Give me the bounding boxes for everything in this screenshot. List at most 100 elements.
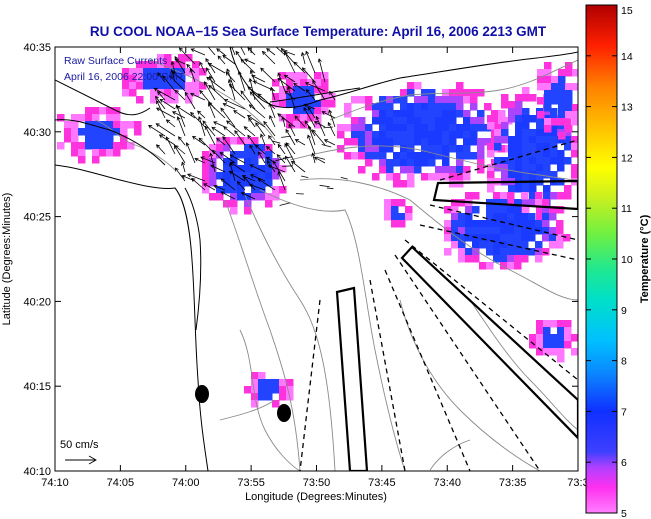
sst-cell — [514, 234, 522, 242]
sst-cell — [543, 150, 551, 158]
sst-cell — [550, 150, 558, 158]
sst-cell — [407, 89, 415, 97]
sst-cell — [522, 199, 530, 207]
sst-cell — [64, 135, 72, 143]
sst-cell — [265, 393, 273, 401]
sst-cell — [544, 125, 552, 133]
sst-cell — [522, 136, 530, 144]
sst-cell — [202, 186, 210, 194]
current-vector — [226, 68, 236, 92]
sst-cell — [379, 131, 387, 139]
legend-line1: Raw Surface Currents — [64, 55, 167, 67]
sst-cell — [578, 150, 586, 158]
sst-cell — [451, 241, 459, 249]
sst-cell — [272, 193, 280, 201]
sst-cell — [465, 234, 473, 242]
lane-dash — [384, 269, 471, 471]
current-vector — [313, 156, 326, 164]
sst-cell — [209, 144, 217, 152]
current-vector — [228, 170, 246, 182]
sst-cell — [202, 158, 210, 166]
current-vector — [293, 83, 306, 92]
sst-cell — [428, 138, 436, 146]
sst-cell — [251, 137, 259, 145]
sst-cell — [558, 118, 566, 126]
sst-cell — [223, 165, 231, 173]
sst-cell — [92, 114, 100, 122]
sst-cell — [279, 100, 287, 108]
zone-east-box — [432, 179, 578, 211]
sst-cell — [470, 138, 478, 146]
sst-cell — [491, 110, 499, 118]
legend-line2: April 16, 2006 22:00 GMT — [64, 71, 185, 83]
sst-cell — [244, 158, 252, 166]
sst-cell — [542, 199, 550, 207]
current-vector — [243, 176, 256, 191]
current-vector — [189, 68, 196, 83]
sst-cell — [314, 121, 322, 129]
sst-cell — [230, 207, 238, 215]
current-vector — [321, 144, 332, 148]
sst-cell — [535, 255, 543, 263]
sst-cell — [486, 220, 494, 228]
sst-cell — [551, 90, 559, 98]
sst-cell — [456, 96, 464, 104]
current-vector — [249, 174, 266, 182]
sst-cell — [386, 103, 394, 111]
sst-cell — [384, 206, 392, 214]
sst-cell — [209, 179, 217, 187]
colorbar-tick-label: 9 — [621, 305, 627, 317]
current-vector — [176, 116, 186, 137]
sst-cell — [414, 110, 422, 118]
sst-cell — [400, 166, 408, 174]
sst-cell — [407, 117, 415, 125]
current-vector — [301, 175, 309, 178]
sst-cell — [556, 241, 564, 249]
sst-cell — [486, 227, 494, 235]
sst-cell — [122, 82, 130, 90]
colorbar-tick-label: 12 — [621, 152, 633, 164]
sst-cell — [414, 166, 422, 174]
sst-cell — [529, 115, 537, 123]
sst-cell — [244, 386, 252, 394]
sst-cell — [522, 157, 530, 165]
current-vector — [304, 82, 326, 92]
colorbar-tick-label: 6 — [621, 457, 627, 469]
sst-cell — [500, 206, 508, 214]
sst-cell — [558, 104, 566, 112]
current-vector — [286, 85, 296, 110]
sst-cell — [164, 75, 172, 83]
sst-cell — [150, 89, 158, 97]
sst-cell — [265, 379, 273, 387]
sst-cell — [113, 128, 121, 136]
current-vector — [244, 58, 256, 65]
current-vector — [307, 125, 316, 146]
sst-cell — [293, 93, 301, 101]
sst-cell — [192, 89, 200, 97]
sst-cell — [543, 341, 551, 349]
current-vector — [174, 167, 186, 182]
sst-cell — [265, 179, 273, 187]
sst-cell — [435, 152, 443, 160]
contour-line — [244, 194, 336, 471]
sst-cell — [279, 86, 287, 94]
sst-cell — [171, 61, 179, 69]
sst-cell — [230, 193, 238, 201]
sst-cell — [386, 124, 394, 132]
sst-cell — [479, 220, 487, 228]
sst-cell — [463, 124, 471, 132]
sst-cell — [251, 193, 259, 201]
sst-cell — [521, 234, 529, 242]
sst-cell — [258, 379, 266, 387]
sst-cell — [558, 83, 566, 91]
sst-cell — [321, 72, 329, 80]
sst-cell — [351, 124, 359, 132]
sst-cell — [451, 220, 459, 228]
sst-cell — [458, 227, 466, 235]
sst-cell — [486, 234, 494, 242]
current-vector — [216, 48, 226, 56]
sst-cell — [498, 145, 506, 153]
current-vector — [205, 67, 216, 83]
sst-cell — [550, 341, 558, 349]
sst-cell — [543, 157, 551, 165]
